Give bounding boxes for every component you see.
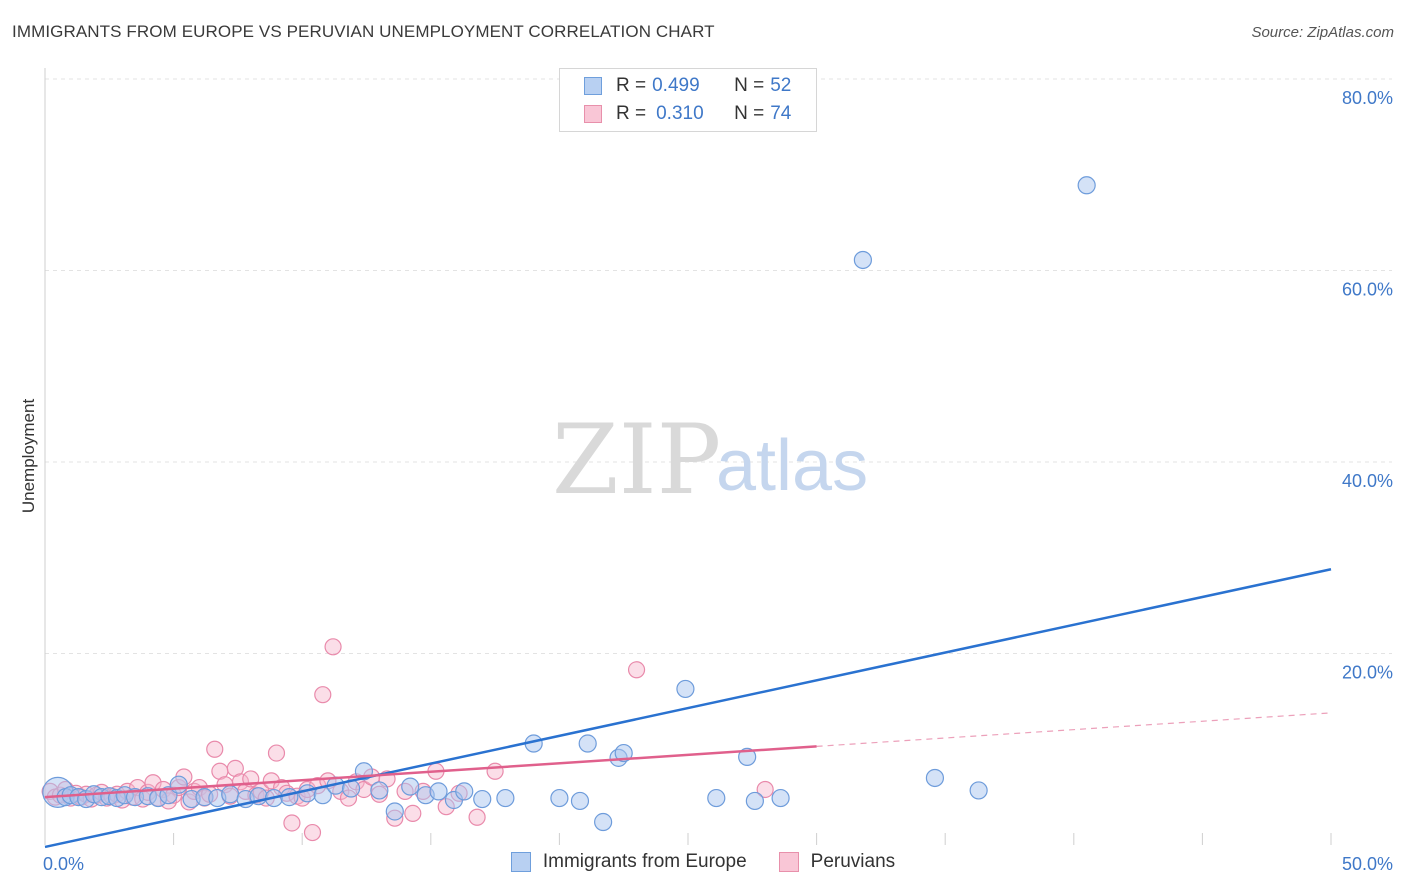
grid-lines (45, 78, 1392, 654)
r-value: 0.310 (656, 103, 704, 124)
n-label: N = (734, 103, 765, 124)
europe-point (401, 777, 420, 796)
n-value: 52 (770, 75, 792, 96)
europe-point (1077, 176, 1096, 195)
peruvians-point (314, 686, 332, 704)
legend-label-europe: Immigrants from Europe (542, 851, 747, 872)
europe-point (280, 788, 299, 807)
legend: Immigrants from Europe Peruvians (0, 851, 1406, 873)
legend-item-peru[interactable]: Peruvians (778, 851, 896, 873)
r-value: 0.499 (652, 75, 700, 96)
europe-point (925, 768, 945, 788)
europe-point (853, 250, 872, 270)
peruvians-trend-line (44, 745, 817, 799)
watermark-zip: ZIP (552, 404, 721, 516)
x-tick-label: 0.0% (43, 854, 84, 874)
peruvians-point (468, 808, 486, 826)
europe-point (473, 789, 492, 809)
y-tick-label: 60.0% (1342, 280, 1393, 300)
watermark: ZIP atlas (552, 404, 868, 516)
europe-point (370, 781, 389, 800)
peruvians-point (206, 740, 224, 758)
legend-swatch-europe (510, 852, 531, 872)
stats-row-europe: R = 0.499 N = 52 (584, 74, 791, 98)
peruvians-point (404, 804, 422, 823)
peruvians-point (267, 744, 286, 762)
n-value: 74 (770, 103, 792, 124)
europe-point (676, 679, 695, 699)
legend-swatch-peru (778, 852, 799, 872)
stats-swatch-peru (584, 105, 602, 123)
europe-point (738, 747, 757, 767)
europe-point (550, 788, 569, 808)
axes (44, 68, 1332, 845)
europe-trend-line (44, 568, 1332, 849)
y-tick-label: 40.0% (1342, 471, 1393, 491)
europe-point (614, 743, 633, 763)
stats-swatch-europe (584, 77, 602, 95)
peruvians-points (41, 638, 774, 842)
peruvians-point (627, 661, 646, 679)
watermark-atlas: atlas (716, 426, 868, 506)
stats-box: R = 0.499 N = 52 R = 0.310 N = 74 (559, 68, 817, 132)
europe-point (496, 788, 515, 808)
stats-row-peru: R = 0.310 N = 74 (584, 102, 791, 126)
europe-point (455, 782, 474, 801)
europe-point (221, 785, 240, 804)
peruvians-point (756, 780, 774, 799)
europe-point (385, 802, 404, 821)
europe-point (429, 782, 448, 801)
peruvians-trend-extension (816, 712, 1332, 747)
peruvians-point (231, 773, 250, 791)
n-label: N = (734, 75, 765, 96)
europe-point (298, 784, 317, 803)
trend-lines (44, 568, 1332, 849)
legend-item-europe[interactable]: Immigrants from Europe (510, 851, 747, 873)
source-label: Source: ZipAtlas.com (1251, 24, 1394, 41)
y-tick-labels: 20.0% 40.0% 60.0% 80.0% (1342, 88, 1393, 683)
peruvians-point (486, 762, 504, 780)
europe-point (745, 791, 764, 811)
y-axis-title: Unemployment (19, 399, 38, 514)
legend-label-peru: Peruvians (810, 851, 896, 872)
peruvians-point (303, 823, 322, 842)
r-label: R = (616, 75, 647, 96)
x-tick-label: 50.0% (1342, 854, 1393, 874)
peruvians-point (283, 814, 301, 832)
chart-title: IMMIGRANTS FROM EUROPE VS PERUVIAN UNEMP… (12, 22, 715, 41)
europe-point (969, 781, 988, 800)
peruvians-point (324, 638, 342, 656)
europe-point (771, 788, 790, 808)
y-tick-label: 20.0% (1342, 663, 1393, 683)
x-tick-labels: 0.0% 50.0% (43, 854, 1393, 874)
y-tick-label: 80.0% (1342, 88, 1393, 108)
europe-point (578, 734, 597, 753)
europe-point (169, 775, 188, 794)
r-label: R = (616, 103, 647, 124)
europe-point (594, 812, 613, 832)
europe-point (570, 791, 590, 811)
europe-point (707, 788, 726, 808)
